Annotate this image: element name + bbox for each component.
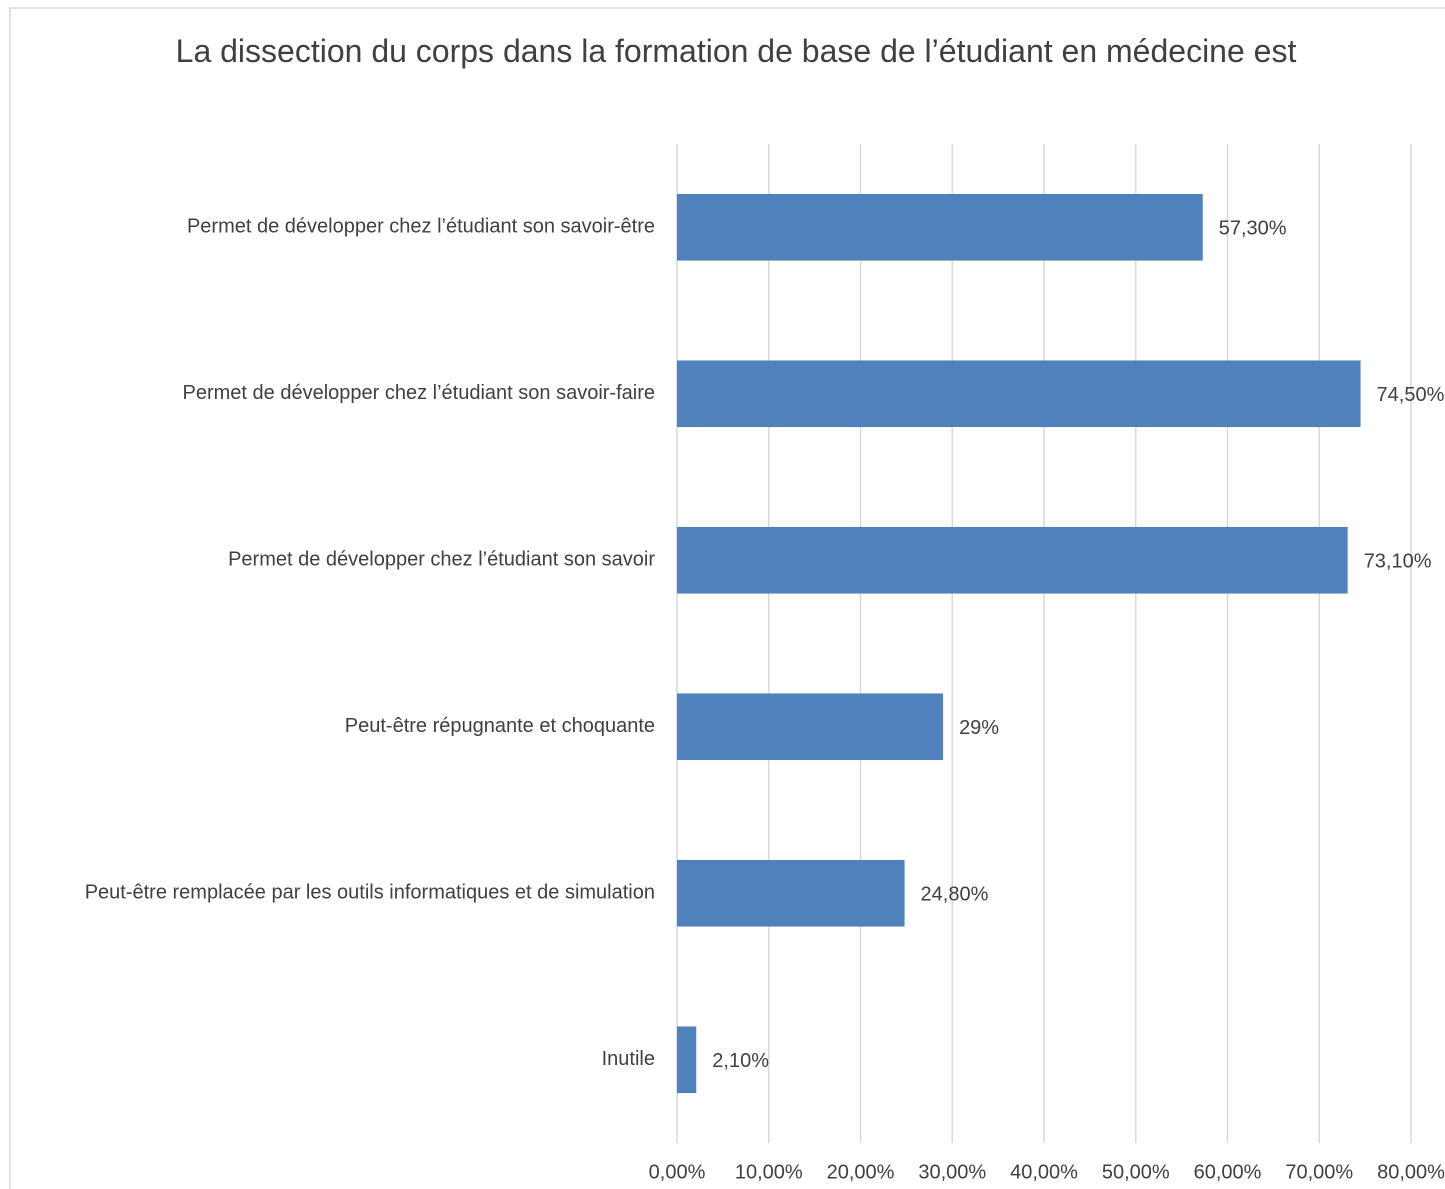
y-tick-label: Peut-être remplacée par les outils infor…: [85, 882, 655, 904]
bar: [677, 526, 1348, 594]
chart-border: [9, 7, 1445, 1189]
x-tick-label: 40,00%: [1010, 1161, 1078, 1183]
x-tick-label: 20,00%: [827, 1161, 895, 1183]
x-tick-label: 70,00%: [1285, 1161, 1353, 1183]
y-tick-label: Permet de développer chez l’étudiant son…: [187, 216, 655, 238]
x-tick-label: 10,00%: [735, 1161, 803, 1183]
data-label: 57,30%: [1219, 218, 1287, 240]
data-label: 24,80%: [921, 884, 989, 906]
bar: [677, 859, 905, 927]
y-tick-label: Inutile: [602, 1048, 655, 1070]
y-tick-label: Permet de développer chez l’étudiant son…: [183, 382, 655, 404]
x-tick-label: 80,00%: [1377, 1161, 1445, 1183]
x-tick-label: 0,00%: [649, 1161, 706, 1183]
x-tick-label: 30,00%: [918, 1161, 986, 1183]
chart-title: La dissection du corps dans la formation…: [175, 33, 1297, 69]
x-tick-label: 50,00%: [1102, 1161, 1170, 1183]
bar: [677, 360, 1361, 428]
data-label: 2,10%: [712, 1050, 769, 1072]
data-label: 29%: [959, 717, 999, 739]
x-tick-label: 60,00%: [1194, 1161, 1262, 1183]
bar: [677, 1026, 697, 1094]
data-label: 73,10%: [1364, 551, 1432, 573]
y-tick-label: Peut-être répugnante et choquante: [345, 715, 655, 737]
data-label: 74,50%: [1377, 384, 1445, 406]
y-tick-label: Permet de développer chez l’étudiant son…: [228, 549, 655, 571]
bar: [677, 193, 1203, 261]
bar: [677, 693, 944, 761]
